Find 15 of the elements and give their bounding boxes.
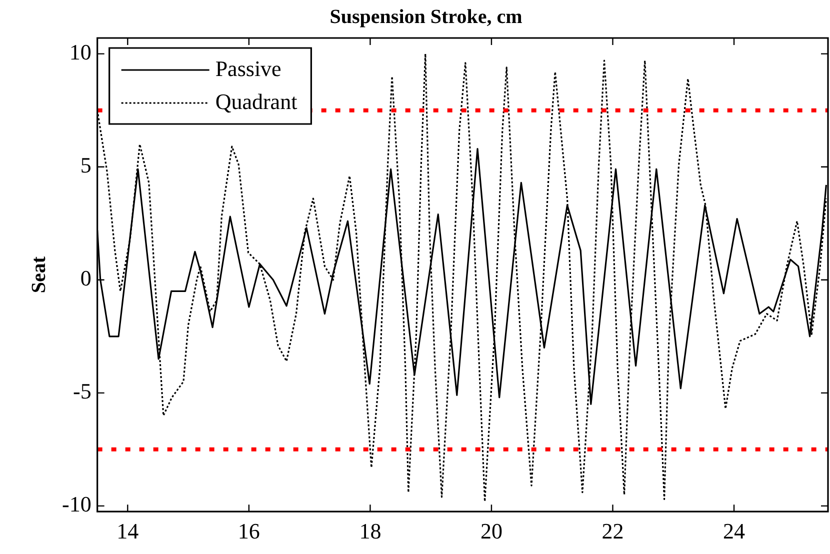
x-tick-label: 16 [238,518,260,544]
x-tick-label: 20 [480,518,502,544]
x-tick-label: 24 [723,518,746,544]
y-tick-label: 10 [69,40,92,65]
legend-label: Passive [215,56,282,81]
y-tick-label: -10 [62,492,92,517]
y-tick-label: -5 [73,378,92,404]
x-tick-label: 18 [359,518,382,544]
legend-label: Quadrant [215,88,298,114]
x-tick-label: 22 [602,518,624,544]
x-tick-label: 14 [116,518,139,544]
y-axis-title: Seat [28,256,50,294]
y-tick-label: 0 [80,266,92,291]
y-tick-label: 5 [80,152,92,178]
chart-title: Suspension Stroke, cm [330,6,523,28]
